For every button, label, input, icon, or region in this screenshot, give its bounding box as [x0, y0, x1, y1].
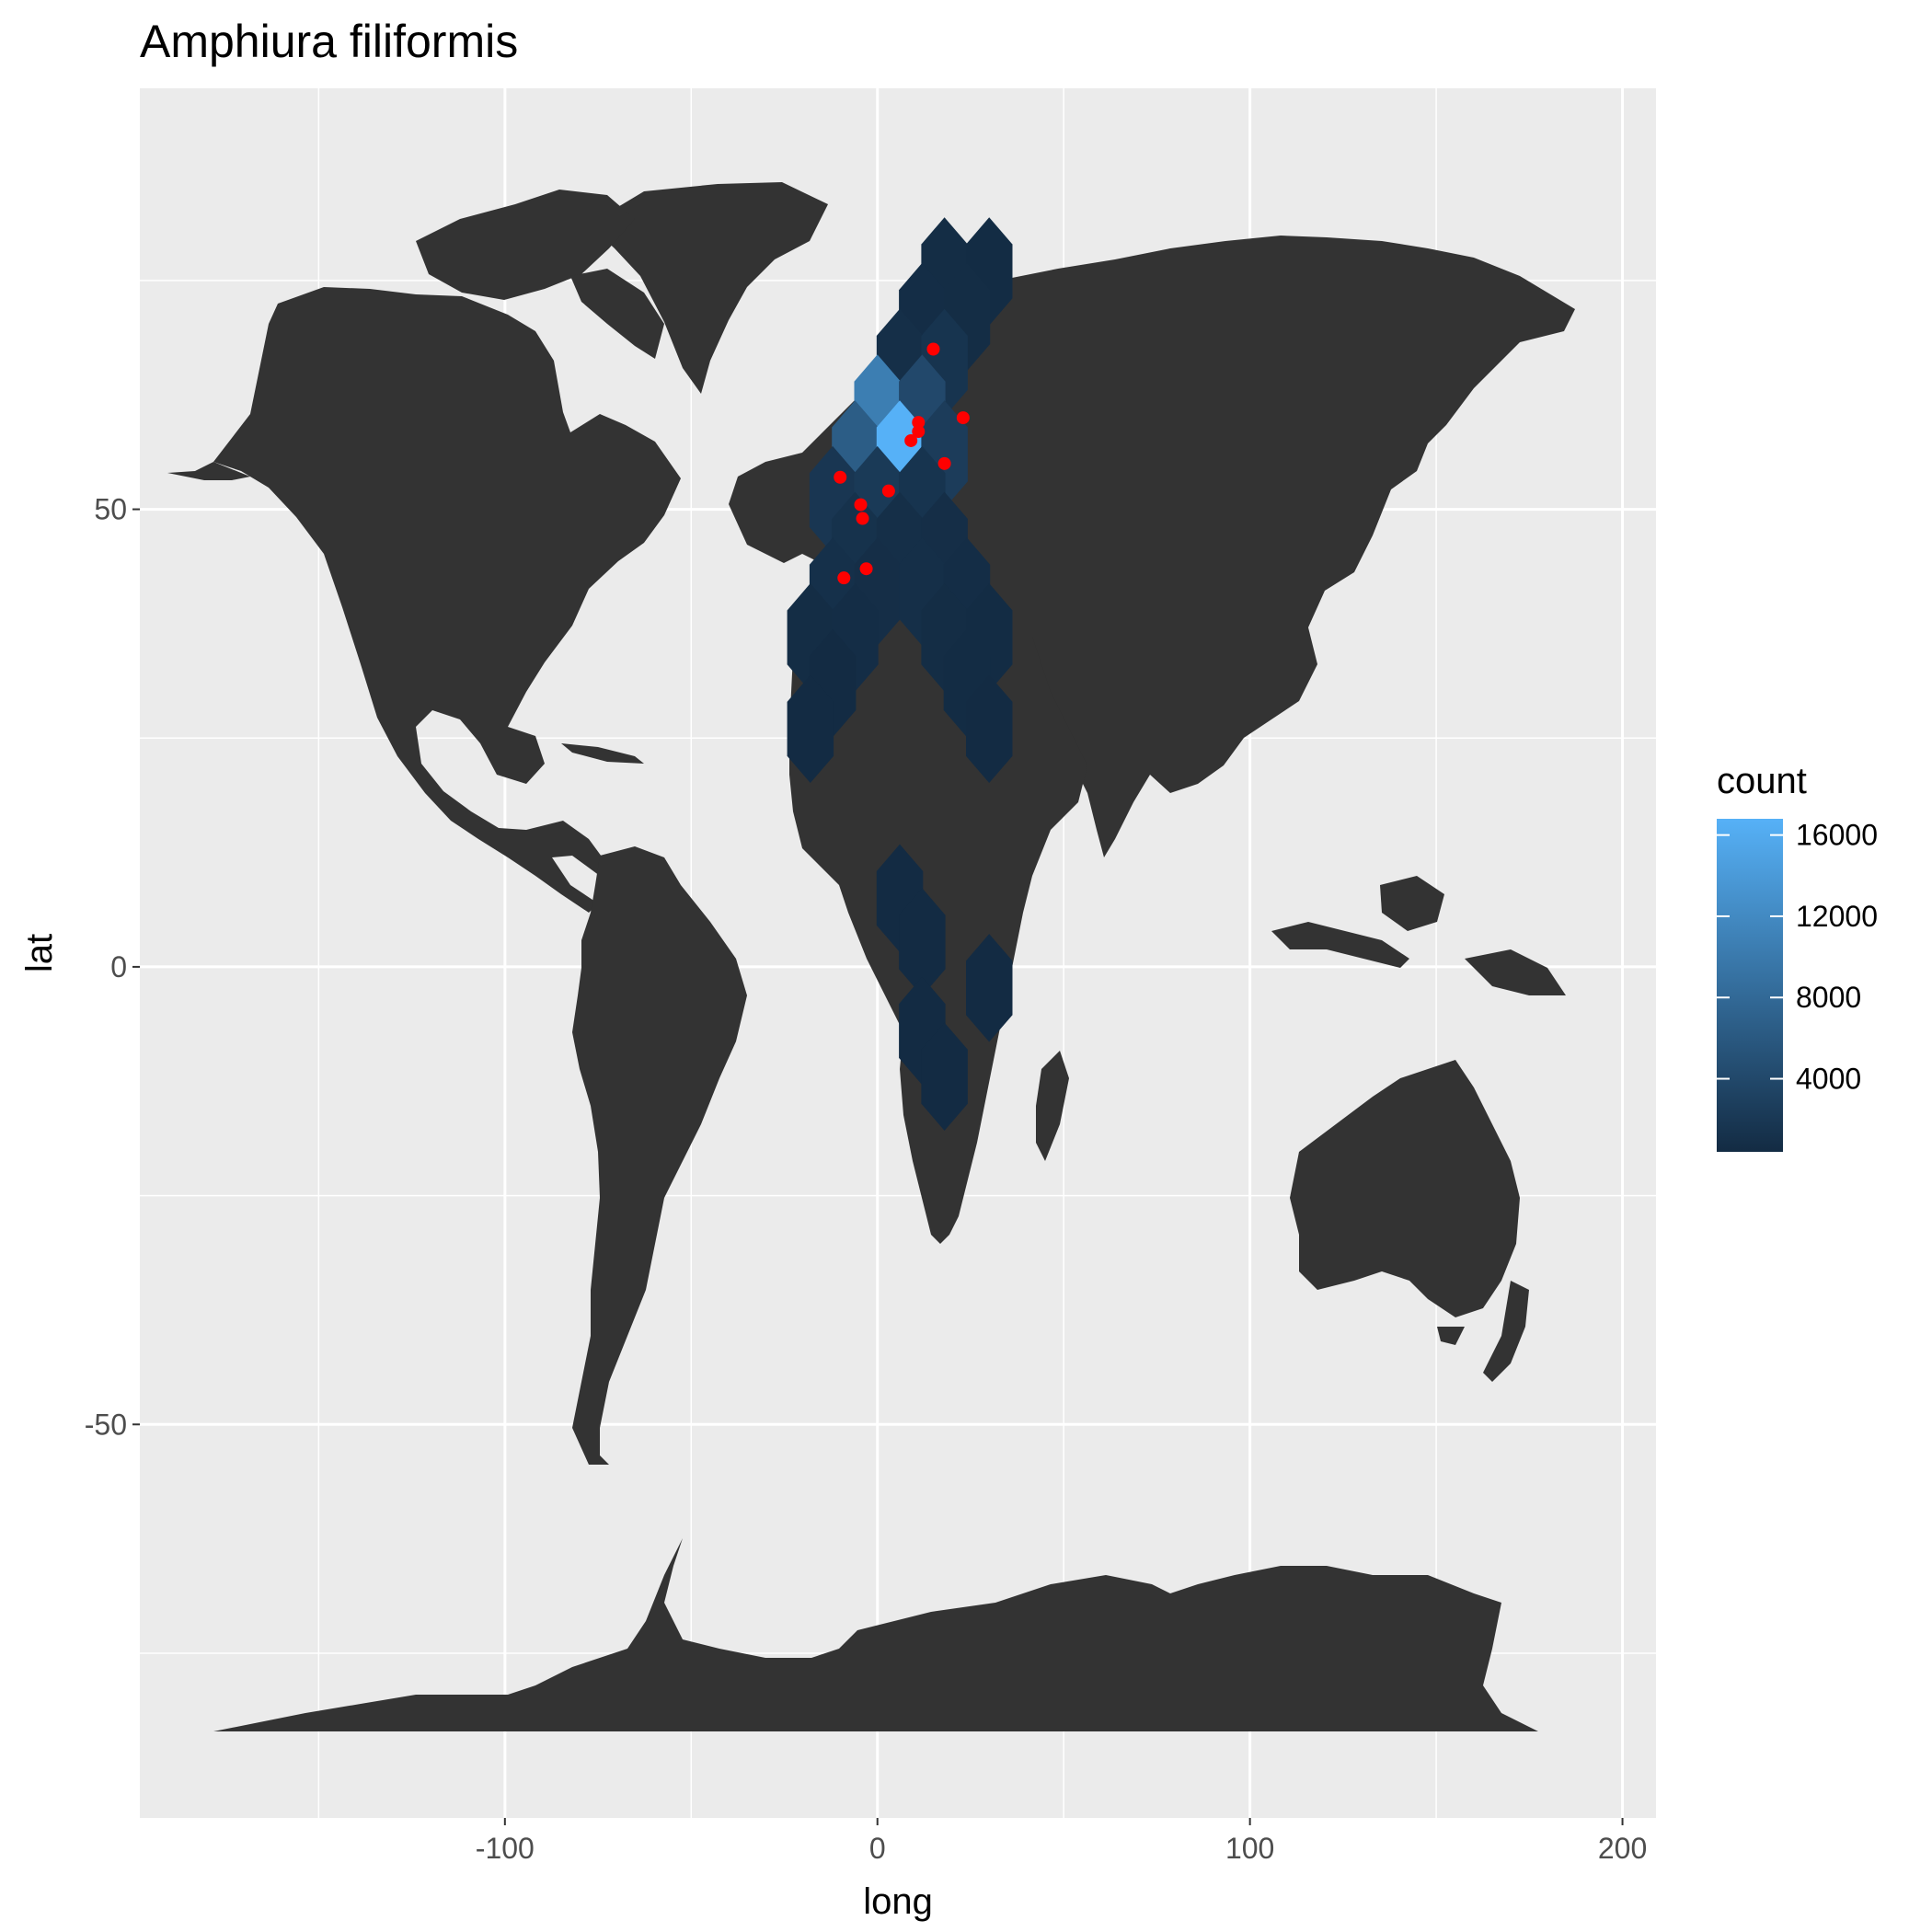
legend-break-label: 16000 — [1796, 819, 1878, 852]
land-greenland — [589, 182, 828, 394]
x-axis-ticks: -100 0 100 200 — [476, 1818, 1647, 1865]
legend-title: count — [1717, 761, 1807, 801]
land-new-guinea — [1465, 949, 1566, 995]
land-antarctica — [213, 1538, 1538, 1731]
occurrence-point — [912, 416, 926, 430]
occurrence-point — [926, 342, 940, 356]
occurrence-points — [834, 342, 970, 585]
occurrence-point — [956, 411, 970, 425]
occurrence-point — [856, 512, 869, 525]
y-tick-label: -50 — [85, 1408, 127, 1441]
occurrence-point — [881, 484, 895, 498]
x-tick-label: 100 — [1225, 1832, 1274, 1865]
occurrence-point — [854, 498, 868, 512]
occurrence-point — [937, 456, 951, 470]
x-tick-label: -100 — [476, 1832, 535, 1865]
land-north-america — [213, 287, 681, 913]
occurrence-point — [837, 571, 851, 585]
legend-break-label: 4000 — [1796, 1063, 1861, 1096]
x-axis-title: long — [863, 1881, 933, 1922]
land-cuba — [561, 743, 644, 764]
y-axis-ticks: -50 0 50 — [85, 493, 140, 1441]
land-baffin-island — [570, 269, 664, 359]
hexbin-cell — [787, 674, 834, 783]
x-tick-label: 0 — [869, 1832, 886, 1865]
y-tick-label: 0 — [110, 950, 127, 983]
legend-break-label: 12000 — [1796, 900, 1878, 933]
x-tick-label: 200 — [1598, 1832, 1647, 1865]
land-australia — [1290, 1060, 1520, 1317]
land-tasmania — [1437, 1327, 1465, 1345]
hexbin-cell — [966, 934, 1013, 1042]
chart-title: Amphiura filiformis — [140, 16, 518, 67]
land-canadian-arctic — [416, 190, 635, 300]
land-borneo — [1380, 876, 1444, 931]
land-southeast-asia — [1271, 922, 1409, 968]
y-axis-title: lat — [19, 934, 60, 972]
occurrence-point — [904, 433, 918, 447]
legend-colorbar — [1717, 819, 1783, 1152]
occurrence-point — [859, 562, 873, 576]
occurrence-point — [834, 470, 847, 484]
y-tick-label: 50 — [94, 493, 127, 526]
color-legend: count 16000 12000 8000 4000 — [1717, 761, 1878, 1152]
legend-break-label: 8000 — [1796, 981, 1861, 1014]
legend-breaks: 16000 12000 8000 4000 — [1717, 819, 1878, 1096]
hexbin-cell — [966, 674, 1013, 783]
hexbin-cell — [921, 1022, 968, 1131]
land-madagascar — [1036, 1051, 1069, 1161]
hexbin-cell — [899, 888, 946, 996]
land-new-zealand — [1483, 1281, 1529, 1382]
land-alaska-peninsula — [167, 462, 250, 480]
occurrence-point — [912, 425, 926, 439]
land-south-america — [572, 846, 747, 1465]
